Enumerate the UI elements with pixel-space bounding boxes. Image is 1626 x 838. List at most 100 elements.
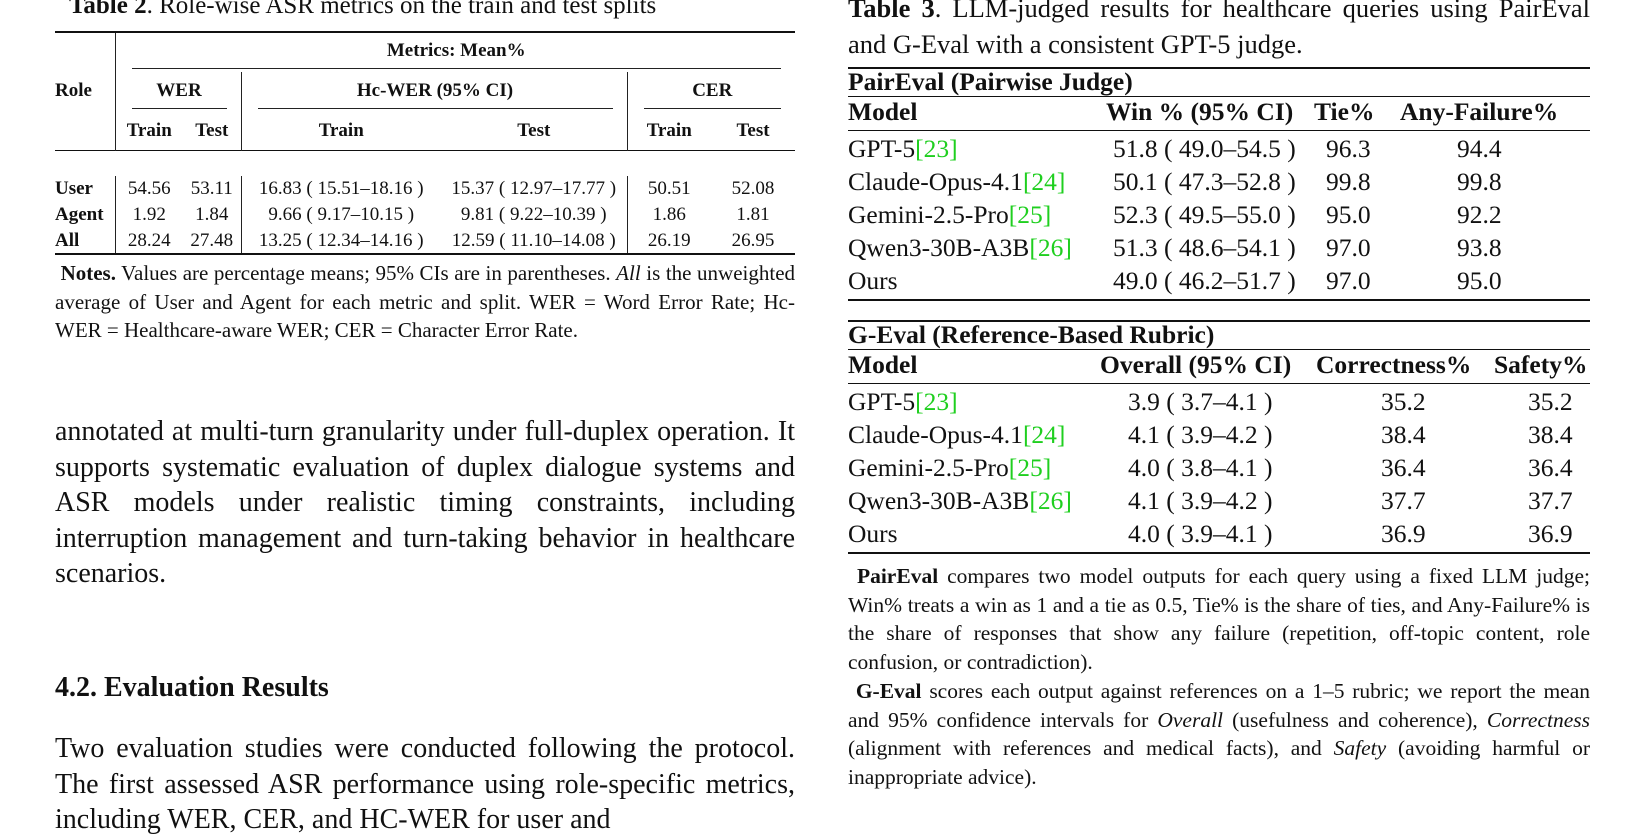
geval-cell-safety: 35.2 bbox=[1528, 387, 1573, 416]
paireval-table: PairEval (Pairwise Judge) Model Win % (9… bbox=[848, 68, 1590, 297]
geval-model-name: Qwen3-30B-A3B bbox=[848, 486, 1030, 515]
geval-row: Claude-Opus-4.1[24] 4.1 ( 3.9–4.2 ) 38.4 38… bbox=[848, 418, 1590, 451]
geval-cell-correct: 37.7 bbox=[1381, 486, 1426, 515]
table2-notes-all: All bbox=[616, 261, 641, 285]
section-heading: 4.2. Evaluation Results bbox=[55, 672, 329, 703]
table2-role: Agent bbox=[55, 204, 104, 225]
paireval-model: Claude-Opus-4.1[24] bbox=[848, 165, 1065, 198]
paireval-row: Claude-Opus-4.1[24] 50.1 ( 47.3–52.8 ) 99.… bbox=[848, 165, 1590, 198]
table3-caption: Table 3. LLM-judged results for healthca… bbox=[848, 0, 1590, 62]
table2-cell: 12.59 ( 11.10–14.08 ) bbox=[451, 229, 616, 251]
geval-cell-correct: 36.9 bbox=[1381, 519, 1426, 548]
table2-metrics-label: Metrics: Mean% bbox=[131, 40, 781, 69]
geval-model: Qwen3-30B-A3B[26] bbox=[848, 484, 1072, 517]
table2-role: User bbox=[55, 178, 93, 199]
paireval-citation-link[interactable]: [25] bbox=[1008, 200, 1052, 229]
table2-row: All 28.24 27.48 13.25 ( 12.34–14.16 ) 12… bbox=[55, 228, 795, 254]
paireval-cell-fail: 93.8 bbox=[1457, 233, 1502, 262]
geval-model-name: Gemini-2.5-Pro bbox=[848, 453, 1009, 482]
geval-cell-overall: 3.9 ( 3.7–4.1 ) bbox=[1128, 387, 1273, 416]
geval-model-name: Claude-Opus-4.1 bbox=[848, 420, 1023, 449]
table2-cell: 9.66 ( 9.17–10.15 ) bbox=[240, 202, 441, 228]
table2-cell: 15.37 ( 12.97–17.77 ) bbox=[451, 178, 617, 199]
table2-group-cer: CER bbox=[626, 72, 795, 112]
table2-cell: 27.48 bbox=[190, 229, 234, 251]
table2-role-header: Role bbox=[55, 80, 92, 102]
geval-cell-correct: 38.4 bbox=[1381, 420, 1426, 449]
geval-row: GPT-5[23] 3.9 ( 3.7–4.1 ) 35.2 35.2 bbox=[848, 385, 1590, 418]
geval-header-row: Model Overall (95% CI) Correctness% Safe… bbox=[848, 349, 1590, 381]
table3-note1-label: PairEval bbox=[856, 564, 939, 588]
geval-model-name: GPT-5 bbox=[848, 387, 916, 416]
paireval-cell-win: 49.0 ( 46.2–51.7 ) bbox=[1113, 266, 1296, 295]
table2-cell: 26.95 bbox=[731, 229, 775, 251]
paireval-header-fail: Any-Failure% bbox=[1400, 97, 1559, 126]
paireval-cell-tie: 97.0 bbox=[1326, 233, 1371, 262]
geval-model: Gemini-2.5-Pro[25] bbox=[848, 451, 1051, 484]
geval-cell-overall: 4.0 ( 3.9–4.1 ) bbox=[1128, 519, 1273, 548]
paireval-header-win: Win % (95% CI) bbox=[1106, 97, 1294, 126]
geval-row: Gemini-2.5-Pro[25] 4.0 ( 3.8–4.1 ) 36.4 36.… bbox=[848, 451, 1590, 484]
geval-model: Ours bbox=[848, 517, 898, 550]
geval-citation-link[interactable]: [26] bbox=[1029, 486, 1072, 515]
table2-cell: 50.51 bbox=[626, 176, 711, 202]
paireval-model-name: Gemini-2.5-Pro bbox=[848, 200, 1009, 229]
geval-model-name: Ours bbox=[848, 519, 898, 548]
geval-title: G-Eval (Reference-Based Rubric) bbox=[848, 320, 1215, 349]
paireval-cell-win: 51.3 ( 48.6–54.1 ) bbox=[1113, 233, 1296, 262]
table2-caption: Table 2. Role-wise ASR metrics on the tr… bbox=[69, 0, 656, 22]
paireval-model: Gemini-2.5-Pro[25] bbox=[848, 198, 1051, 231]
table2-notes: Notes. Values are percentage means; 95% … bbox=[55, 259, 795, 345]
geval-citation-link[interactable]: [23] bbox=[915, 387, 958, 416]
paireval-citation-link[interactable]: [26] bbox=[1029, 233, 1072, 262]
paireval-cell-win: 50.1 ( 47.3–52.8 ) bbox=[1113, 167, 1296, 196]
table3-note2-text-d: (avoiding harmful or inappropriate advic… bbox=[848, 736, 1590, 789]
geval-citation-link[interactable]: [25] bbox=[1008, 453, 1052, 482]
geval-cell-overall: 4.0 ( 3.8–4.1 ) bbox=[1128, 453, 1273, 482]
geval-cell-safety: 36.9 bbox=[1528, 519, 1573, 548]
paireval-model: GPT-5[23] bbox=[848, 132, 958, 165]
geval-model: Claude-Opus-4.1[24] bbox=[848, 418, 1065, 451]
geval-citation-link[interactable]: [24] bbox=[1022, 420, 1066, 449]
paireval-cell-win: 52.3 ( 49.5–55.0 ) bbox=[1113, 200, 1296, 229]
paireval-citation-link[interactable]: [23] bbox=[915, 134, 958, 163]
table2-caption-text: . Role-wise ASR metrics on the train and… bbox=[146, 0, 657, 19]
table3-note2-text-b: (usefulness and coherence), bbox=[1223, 707, 1487, 732]
table2-role: All bbox=[55, 229, 80, 251]
paireval-model-name: Ours bbox=[848, 266, 898, 295]
table2-group-cer-label: CER bbox=[643, 76, 781, 109]
geval-cell-correct: 36.4 bbox=[1381, 453, 1426, 482]
geval-cell-safety: 38.4 bbox=[1528, 420, 1573, 449]
table2-sub-hcwer-train: Train bbox=[240, 112, 441, 150]
paireval-cell-fail: 95.0 bbox=[1457, 266, 1502, 295]
geval-cell-overall: 4.1 ( 3.9–4.2 ) bbox=[1128, 486, 1273, 515]
geval-cell-safety: 36.4 bbox=[1528, 453, 1573, 482]
paireval-row: GPT-5[23] 51.8 ( 49.0–54.5 ) 96.3 94.4 bbox=[848, 132, 1590, 165]
table3-note2-overall: Overall bbox=[1157, 707, 1224, 732]
table3-note2-correctness: Correctness bbox=[1486, 707, 1590, 732]
table2-cell: 26.19 bbox=[626, 228, 711, 254]
table2-row: User 54.56 53.11 16.83 ( 15.51–18.16 ) 1… bbox=[55, 176, 795, 202]
table2-group-wer-label: WER bbox=[131, 76, 227, 109]
paireval-cell-fail: 94.4 bbox=[1457, 134, 1502, 163]
table2-row: Agent 1.92 1.84 9.66 ( 9.17–10.15 ) 9.81… bbox=[55, 202, 795, 228]
table2-cell: 13.25 ( 12.34–14.16 ) bbox=[240, 228, 441, 254]
paireval-title: PairEval (Pairwise Judge) bbox=[848, 67, 1133, 96]
paireval-model-name: Qwen3-30B-A3B bbox=[848, 233, 1030, 262]
table3-note2-safety: Safety bbox=[1333, 736, 1387, 760]
paireval-cell-fail: 92.2 bbox=[1457, 200, 1502, 229]
paireval-cell-tie: 95.0 bbox=[1326, 200, 1371, 229]
table2-notes-label: Notes. bbox=[60, 261, 116, 285]
geval-cell-correct: 35.2 bbox=[1381, 387, 1426, 416]
geval-cell-overall: 4.1 ( 3.9–4.2 ) bbox=[1128, 420, 1273, 449]
table2-sub-hcwer-test: Test bbox=[517, 119, 551, 141]
paireval-model: Ours bbox=[848, 264, 898, 297]
paireval-cell-fail: 99.8 bbox=[1457, 167, 1502, 196]
geval-header-safety: Safety% bbox=[1494, 350, 1588, 379]
paireval-citation-link[interactable]: [24] bbox=[1022, 167, 1066, 196]
table2-group-hcwer-label: Hc-WER (95% CI) bbox=[257, 76, 613, 109]
paireval-header-model: Model bbox=[848, 97, 918, 126]
paireval-model: Qwen3-30B-A3B[26] bbox=[848, 231, 1072, 264]
paireval-cell-tie: 96.3 bbox=[1326, 134, 1371, 163]
paireval-model-name: Claude-Opus-4.1 bbox=[848, 167, 1023, 196]
